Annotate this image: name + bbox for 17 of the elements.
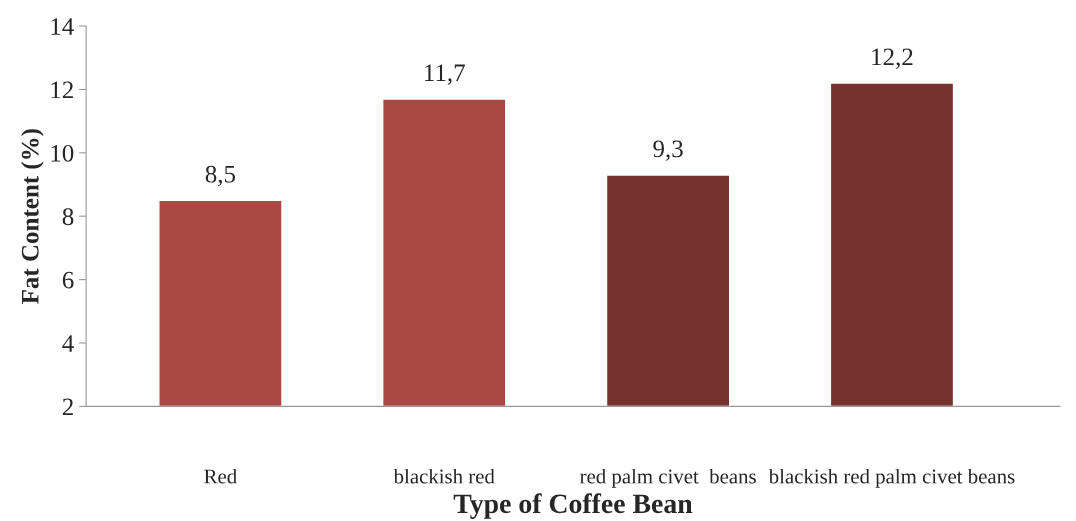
y-tick-label: 10 [51, 144, 74, 162]
x-tick-label: blackish red palm civet beans [768, 468, 1015, 488]
y-tick-label: 12 [51, 81, 73, 99]
y-tick-label: 4 [62, 335, 74, 352]
data-label: 8,5 [205, 165, 236, 187]
data-label: 9,3 [653, 140, 683, 161]
y-tick-label: 14 [51, 18, 74, 35]
y-tick-label: 2 [62, 398, 73, 416]
y-tick-label: 8 [62, 208, 74, 226]
y-tick-label: 6 [62, 271, 74, 289]
x-tick-label: Red [204, 468, 237, 484]
x-tick-label: red palm civet beans [580, 468, 756, 488]
y-axis-title: Fat Content (%) [21, 129, 44, 304]
x-axis-title: Type of Coffee Bean [453, 493, 693, 519]
data-label: 12,2 [872, 48, 913, 69]
x-tick-label: blackish red [393, 468, 495, 484]
data-label: 11,7 [425, 64, 465, 85]
